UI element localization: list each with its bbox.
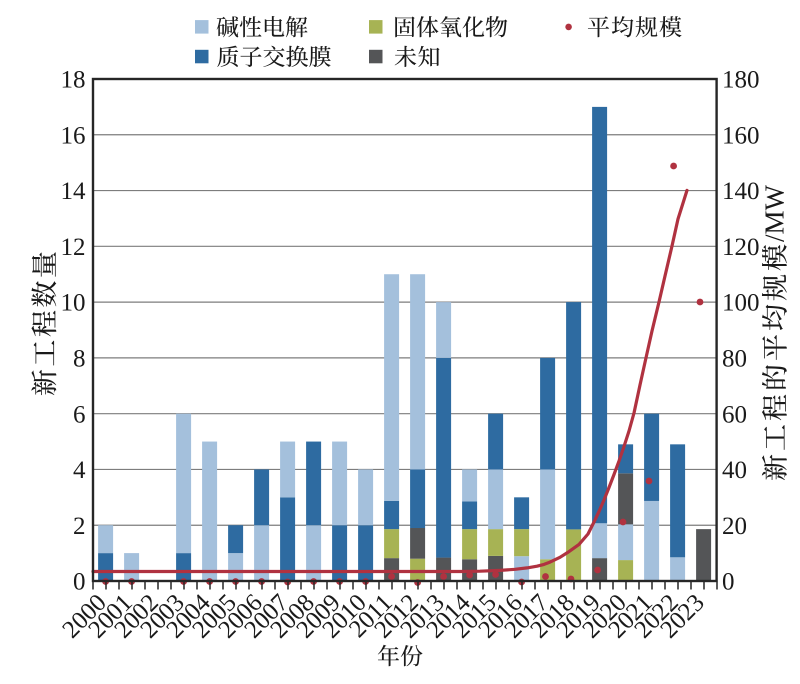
svg-text:160: 160: [722, 122, 760, 149]
svg-text:4: 4: [73, 457, 86, 484]
svg-text:20: 20: [722, 513, 747, 540]
svg-text:2: 2: [73, 513, 86, 540]
svg-text:180: 180: [722, 67, 760, 94]
svg-text:6: 6: [73, 401, 86, 428]
svg-text:10: 10: [61, 290, 86, 317]
svg-text:60: 60: [722, 401, 747, 428]
svg-text:/MW: /MW: [759, 184, 789, 242]
svg-text:40: 40: [722, 457, 747, 484]
svg-text:80: 80: [722, 346, 747, 373]
svg-text:16: 16: [61, 122, 86, 149]
svg-text:18: 18: [61, 67, 86, 94]
svg-text:0: 0: [73, 569, 86, 596]
svg-text:0: 0: [722, 569, 735, 596]
svg-text:14: 14: [61, 178, 87, 205]
svg-text:12: 12: [61, 234, 86, 261]
svg-text:120: 120: [722, 234, 760, 261]
svg-text:8: 8: [73, 346, 86, 373]
svg-text:100: 100: [722, 290, 760, 317]
svg-text:140: 140: [722, 178, 760, 205]
